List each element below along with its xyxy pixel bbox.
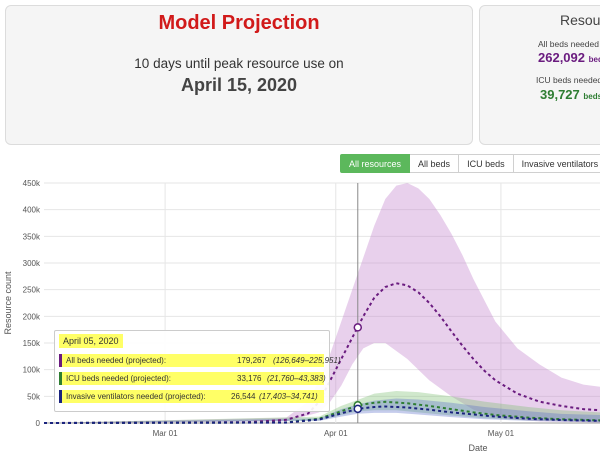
y-tick-label: 50k [27, 392, 41, 401]
x-axis-label: Date [468, 443, 487, 453]
y-tick-label: 400k [23, 206, 41, 215]
x-tick-label: May 01 [488, 429, 515, 438]
days-until-peak-text: 10 days until peak resource use on [134, 56, 344, 71]
y-tick-label: 450k [23, 179, 41, 188]
y-tick-label: 0 [36, 419, 41, 428]
tooltip-row-ventilators: Invasive ventilators needed (projected):… [59, 390, 327, 403]
model-projection-panel: Model Projection 10 days until peak reso… [5, 5, 473, 145]
x-tick-label: Mar 01 [153, 429, 178, 438]
hover-marker-2 [353, 404, 363, 414]
y-tick-label: 350k [23, 232, 41, 241]
projection-title: Model Projection [158, 12, 320, 34]
tooltip-row-all-beds: All beds needed (projected): 179,267 (12… [59, 354, 341, 367]
resource-panel-title: Resour [560, 12, 600, 28]
tab-icu-beds[interactable]: ICU beds [459, 154, 514, 173]
series-line-0 [43, 282, 600, 424]
resource-summary-panel: Resour All beds needed 262,092 beds ICU … [479, 5, 600, 145]
y-tick-label: 200k [23, 312, 41, 321]
hover-tooltip: April 05, 2020 All beds needed (projecte… [54, 330, 341, 412]
uncertainty-band-2 [44, 398, 600, 423]
icu-beds-label: ICU beds needed [536, 75, 600, 85]
hover-marker-0 [353, 323, 363, 332]
tab-all-beds[interactable]: All beds [410, 154, 460, 173]
tab-all-resources[interactable]: All resources [340, 154, 411, 173]
peak-date: April 15, 2020 [180, 75, 298, 95]
tooltip-date: April 05, 2020 [59, 334, 123, 348]
series-line-2 [43, 405, 600, 424]
tab-invasive-ventilators[interactable]: Invasive ventilators [513, 154, 600, 173]
y-tick-label: 150k [23, 339, 41, 348]
icu-beds-value: 39,727 beds [540, 87, 600, 102]
all-beds-label: All beds needed [538, 39, 599, 49]
uncertainty-band-1 [44, 391, 600, 423]
resource-tabs: All resources All beds ICU beds Invasive… [340, 154, 600, 173]
y-axis-label: Resource count [3, 271, 13, 335]
tooltip-row-icu-beds: ICU beds needed (projected): 33,176 (21,… [59, 372, 327, 385]
all-beds-value: 262,092 beds [538, 50, 600, 65]
y-tick-label: 300k [23, 259, 41, 268]
x-tick-label: Apr 01 [324, 429, 348, 438]
y-tick-label: 250k [23, 286, 41, 295]
y-tick-label: 100k [23, 366, 41, 375]
series-line-1 [43, 400, 600, 424]
uncertainty-band-0 [44, 183, 600, 423]
